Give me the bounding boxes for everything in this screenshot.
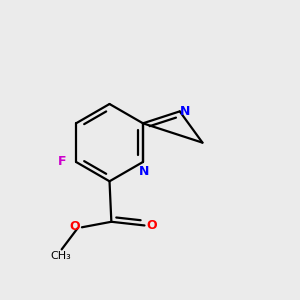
Text: N: N — [180, 105, 190, 118]
Text: N: N — [139, 165, 149, 178]
Text: F: F — [58, 155, 66, 168]
Text: O: O — [146, 219, 157, 232]
Text: O: O — [69, 220, 80, 233]
Text: CH₃: CH₃ — [51, 251, 71, 261]
